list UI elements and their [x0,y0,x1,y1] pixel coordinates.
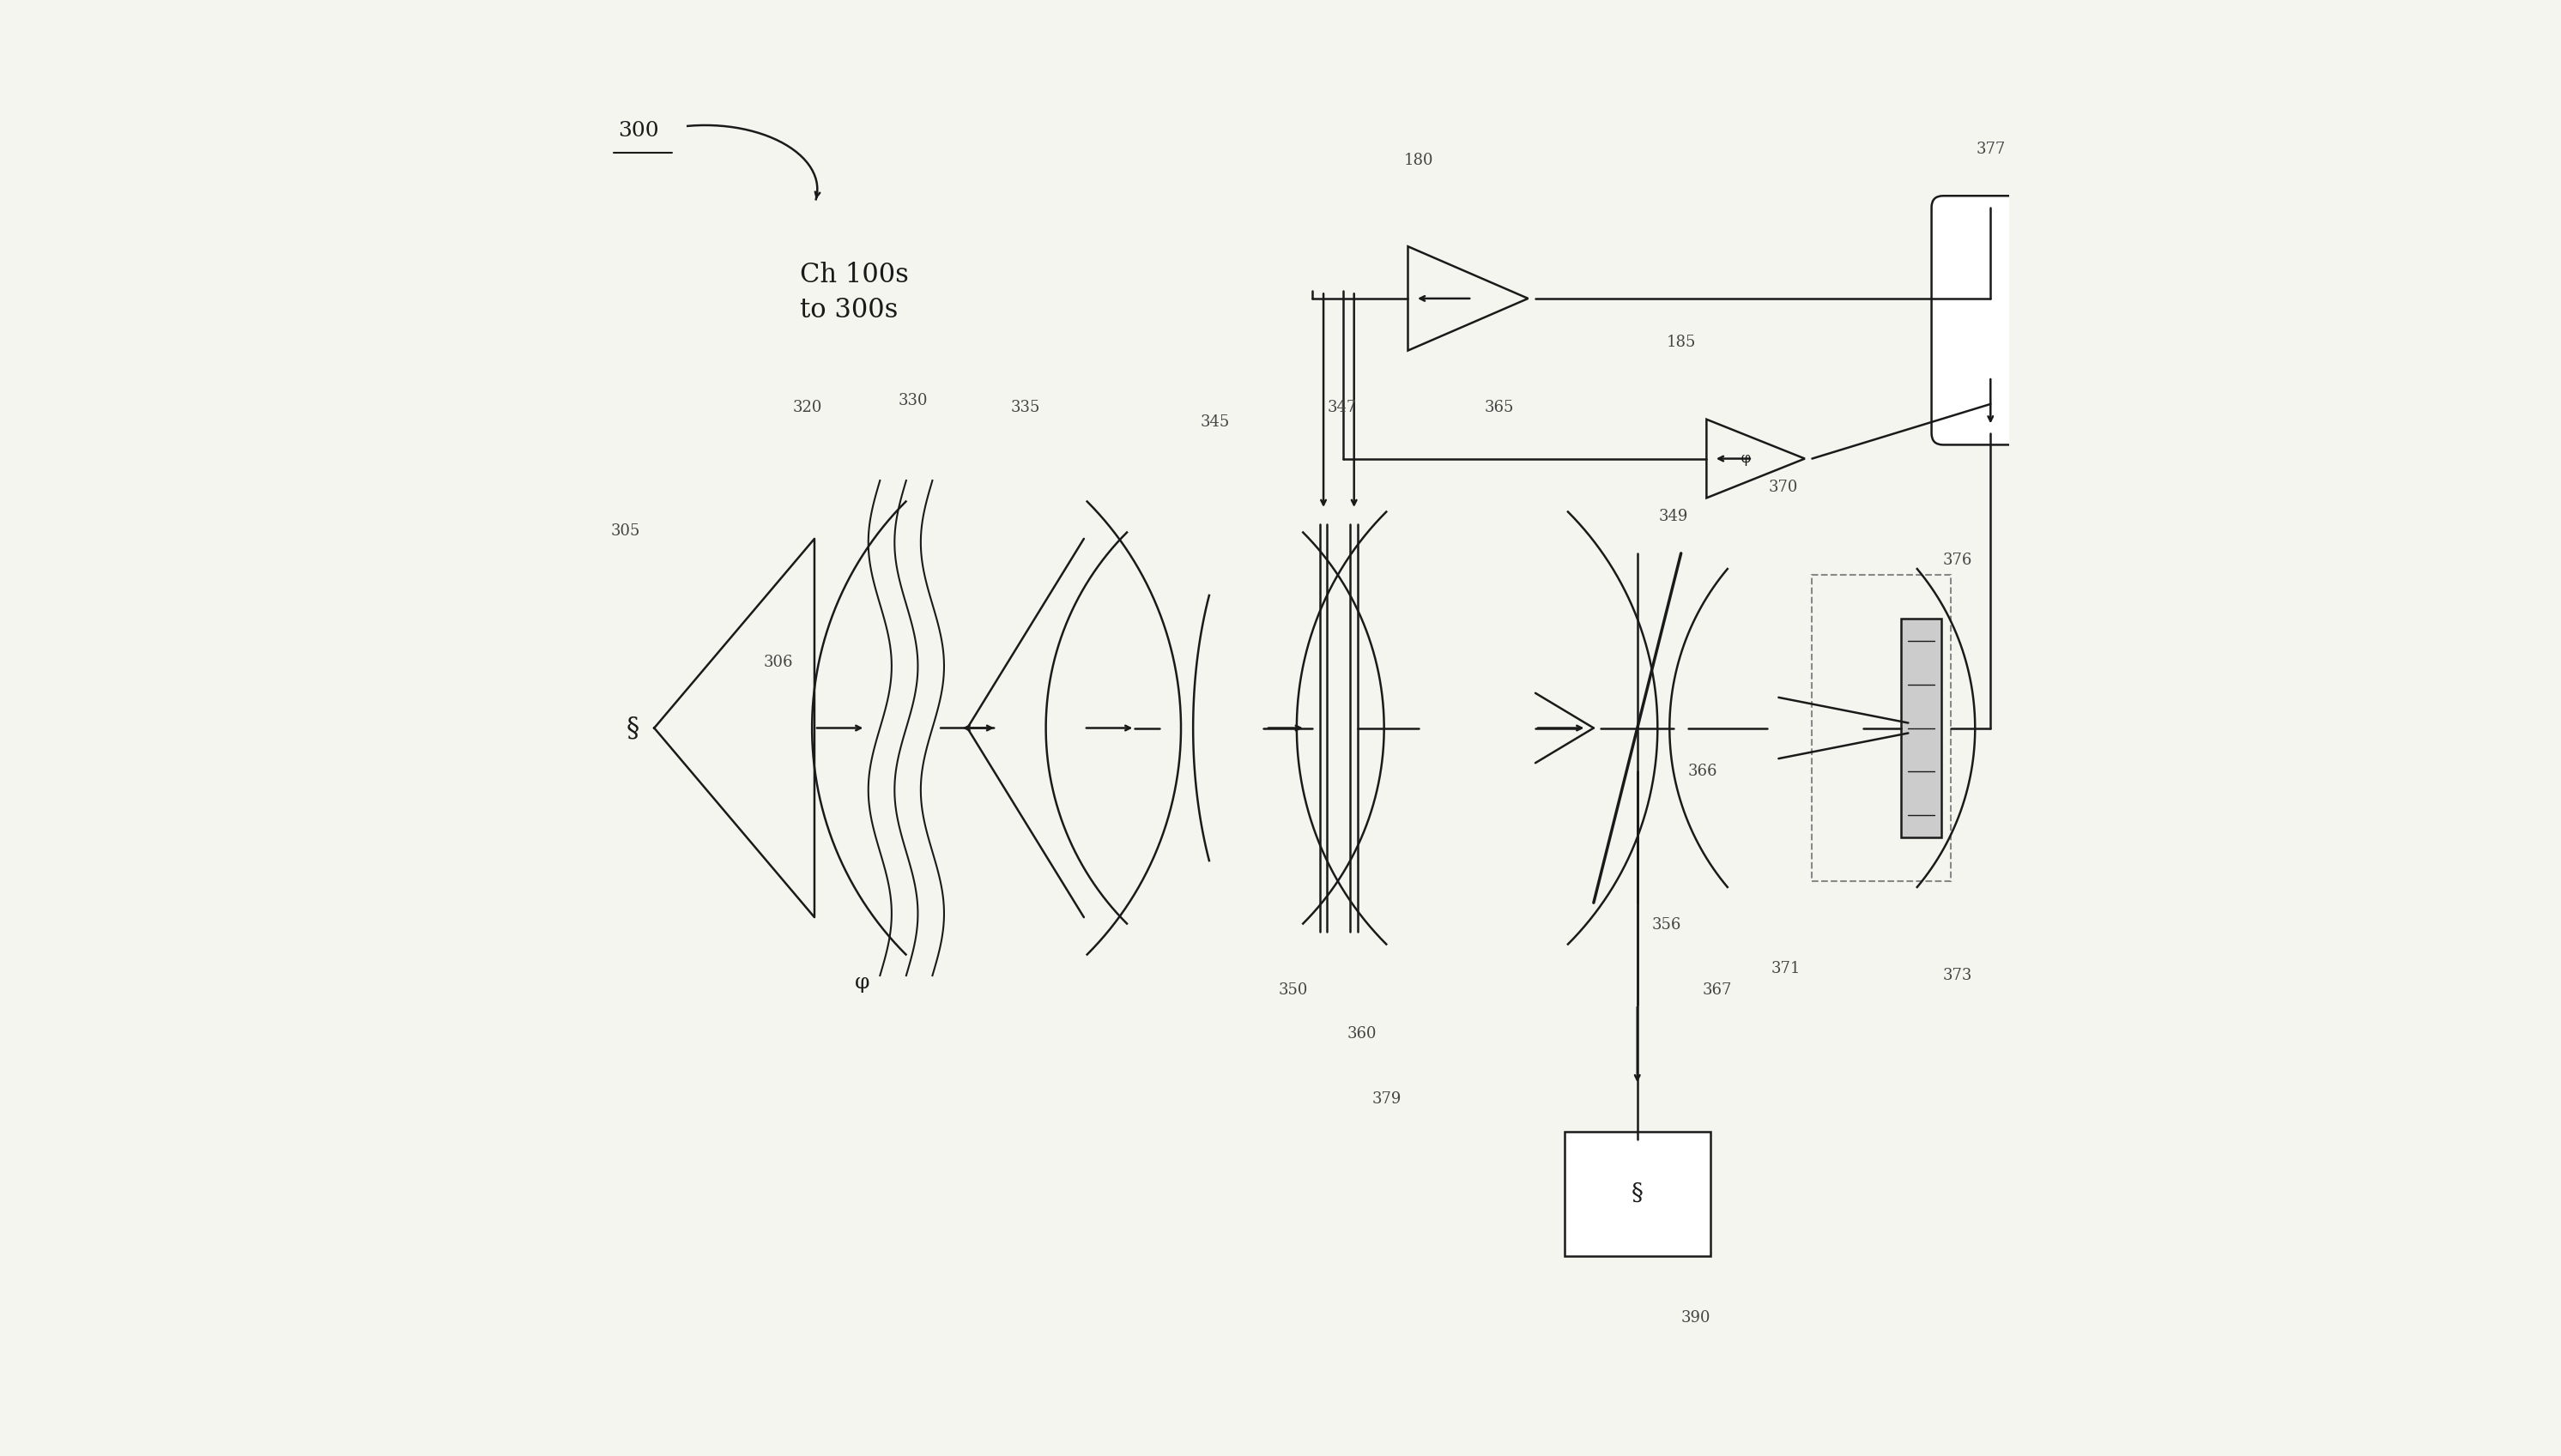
Text: 376: 376 [1944,553,1972,568]
FancyBboxPatch shape [1900,619,1941,837]
Text: 371: 371 [1772,961,1800,976]
Text: 320: 320 [791,400,822,415]
Text: 356: 356 [1652,917,1680,932]
Text: -φ: -φ [1736,451,1752,466]
Text: 366: 366 [1688,764,1718,779]
Text: 185: 185 [1667,335,1695,349]
Text: 377: 377 [1977,141,2005,157]
Text: 347: 347 [1327,400,1357,415]
Text: 335: 335 [1012,400,1040,415]
Text: 360: 360 [1347,1026,1378,1041]
Text: §: § [625,715,638,741]
Text: 349: 349 [1660,510,1688,524]
Text: 300: 300 [617,121,658,141]
FancyBboxPatch shape [1931,197,2049,446]
Text: 345: 345 [1201,415,1229,430]
Text: 390: 390 [1680,1310,1711,1325]
Text: 379: 379 [1373,1092,1401,1107]
Text: φ: φ [855,973,871,993]
Text: Ch 100s
to 300s: Ch 100s to 300s [799,262,909,323]
Text: 330: 330 [899,393,927,408]
Text: 305: 305 [610,524,640,539]
Text: 367: 367 [1703,983,1731,997]
Text: 370: 370 [1767,480,1798,495]
Bar [1813,575,1951,881]
Text: 365: 365 [1485,400,1514,415]
Text: 306: 306 [763,655,794,670]
Text: §: § [1631,1182,1644,1206]
Text: 180: 180 [1403,153,1434,167]
Text: 350: 350 [1278,983,1309,997]
FancyBboxPatch shape [1565,1133,1711,1255]
Text: 373: 373 [1944,968,1972,983]
